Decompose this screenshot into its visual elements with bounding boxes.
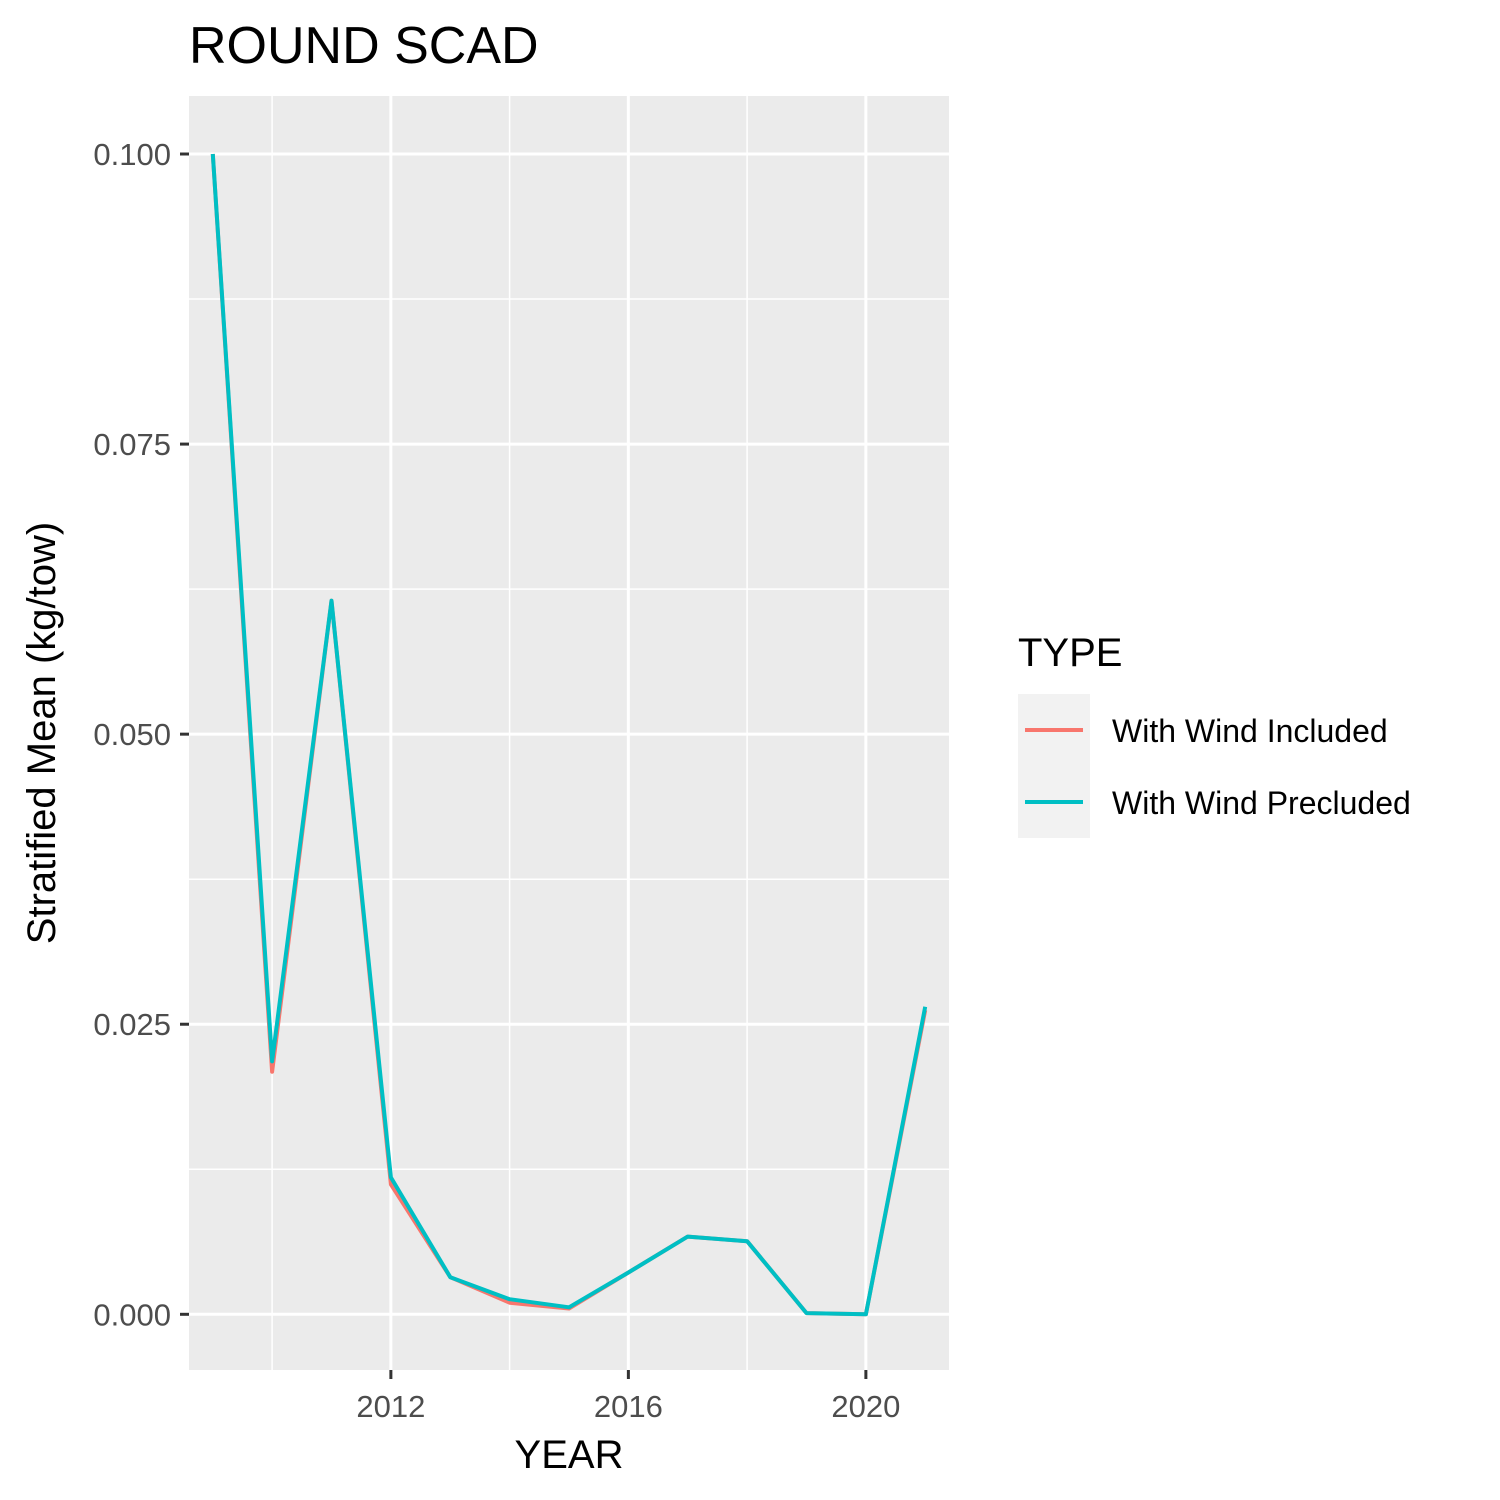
x-tick-label: 2012 [356, 1389, 425, 1424]
y-tick-label: 0.025 [93, 1007, 171, 1042]
x-tick-label: 2016 [594, 1389, 663, 1424]
major-gridlines [189, 96, 949, 1370]
legend-label: With Wind Included [1112, 713, 1388, 749]
y-axis: 0.000 0.025 0.050 0.075 0.100 [93, 137, 189, 1332]
x-tick-label: 2020 [831, 1389, 900, 1424]
y-tick-label: 0.050 [93, 717, 171, 752]
legend-title: TYPE [1018, 631, 1122, 675]
legend-label: With Wind Precluded [1112, 785, 1411, 821]
y-axis-title: Stratified Mean (kg/tow) [20, 522, 64, 944]
legend-keys-background [1018, 694, 1090, 838]
x-axis: 2012 2016 2020 [356, 1370, 900, 1424]
legend: TYPE With Wind Included With Wind Preclud… [1018, 631, 1411, 838]
series-line-2 [210, 153, 928, 1317]
x-axis-title: YEAR [515, 1433, 624, 1477]
series-lines [210, 153, 928, 1317]
y-tick-label: 0.075 [93, 427, 171, 462]
y-tick-label: 0.000 [93, 1297, 171, 1332]
chart-title: ROUND SCAD [189, 17, 539, 75]
y-tick-label: 0.100 [93, 137, 171, 172]
